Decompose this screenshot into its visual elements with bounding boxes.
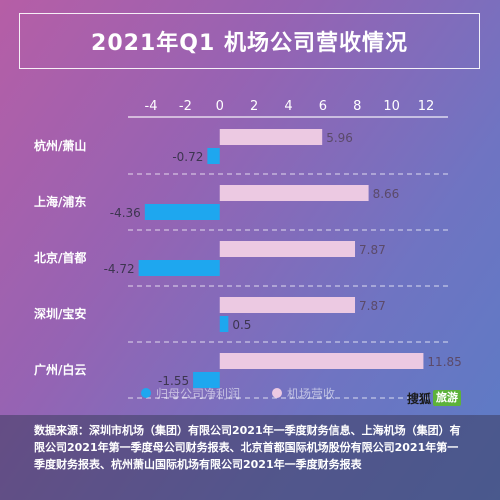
profit-bar <box>138 260 220 276</box>
revenue-data-label: 7.87 <box>359 299 386 313</box>
category-label: 广州/白云 <box>34 362 86 377</box>
x-tick-label: 6 <box>319 99 327 114</box>
revenue-bar <box>219 129 323 145</box>
x-tick-label: 4 <box>284 99 292 114</box>
legend-label: 机场营收 <box>287 387 335 401</box>
legend-marker <box>141 388 151 398</box>
x-tick-label: -2 <box>179 99 192 114</box>
profit-bar <box>219 316 229 332</box>
sohu-travel-logo: 搜狐 旅游 <box>407 389 462 407</box>
profit-bar <box>207 148 220 164</box>
revenue-data-label: 8.66 <box>373 187 400 201</box>
x-tick-label: 12 <box>418 99 435 114</box>
revenue-data-label: 7.87 <box>359 243 386 257</box>
profit-data-label: 0.5 <box>232 318 251 332</box>
category-label: 上海/浦东 <box>34 194 86 209</box>
x-tick-label: 2 <box>250 99 258 114</box>
logo-brand: 搜狐 <box>407 391 432 406</box>
category-label: 杭州/萧山 <box>34 138 86 153</box>
profit-data-label: -4.36 <box>110 206 141 220</box>
revenue-bar <box>219 297 356 313</box>
revenue-bar <box>219 185 369 201</box>
profit-data-label: -4.72 <box>104 262 135 276</box>
category-label: 深圳/宝安 <box>34 306 86 321</box>
x-tick-label: -4 <box>145 99 158 114</box>
category-label: 北京/首都 <box>34 250 86 265</box>
revenue-data-label: 11.85 <box>427 355 461 369</box>
x-tick-label: 0 <box>216 99 224 114</box>
bar-chart: -4 -2 0 2 4 6 8 10 12 杭州/萧山 5.96 -0.72 上海/浦东 8.66 -4.3… <box>34 99 462 401</box>
x-tick-label: 10 <box>383 99 400 114</box>
revenue-bar <box>219 241 356 257</box>
profit-bar <box>144 204 220 220</box>
data-source-note: 数据来源：深圳市机场（集团）有限公司2021年一季度财务信息、上海机场（集团）有… <box>0 415 500 500</box>
profit-bar <box>193 372 220 388</box>
x-tick-label: 8 <box>353 99 361 114</box>
chart-title: 2021年Q1 机场公司营收情况 <box>19 13 480 69</box>
profit-data-label: -1.55 <box>158 374 189 388</box>
logo-tag: 旅游 <box>433 390 462 406</box>
profit-data-label: -0.72 <box>172 150 203 164</box>
revenue-bar <box>219 353 424 369</box>
revenue-data-label: 5.96 <box>326 131 353 145</box>
legend-marker <box>272 388 282 398</box>
legend-label: 归母公司净利润 <box>156 387 240 401</box>
